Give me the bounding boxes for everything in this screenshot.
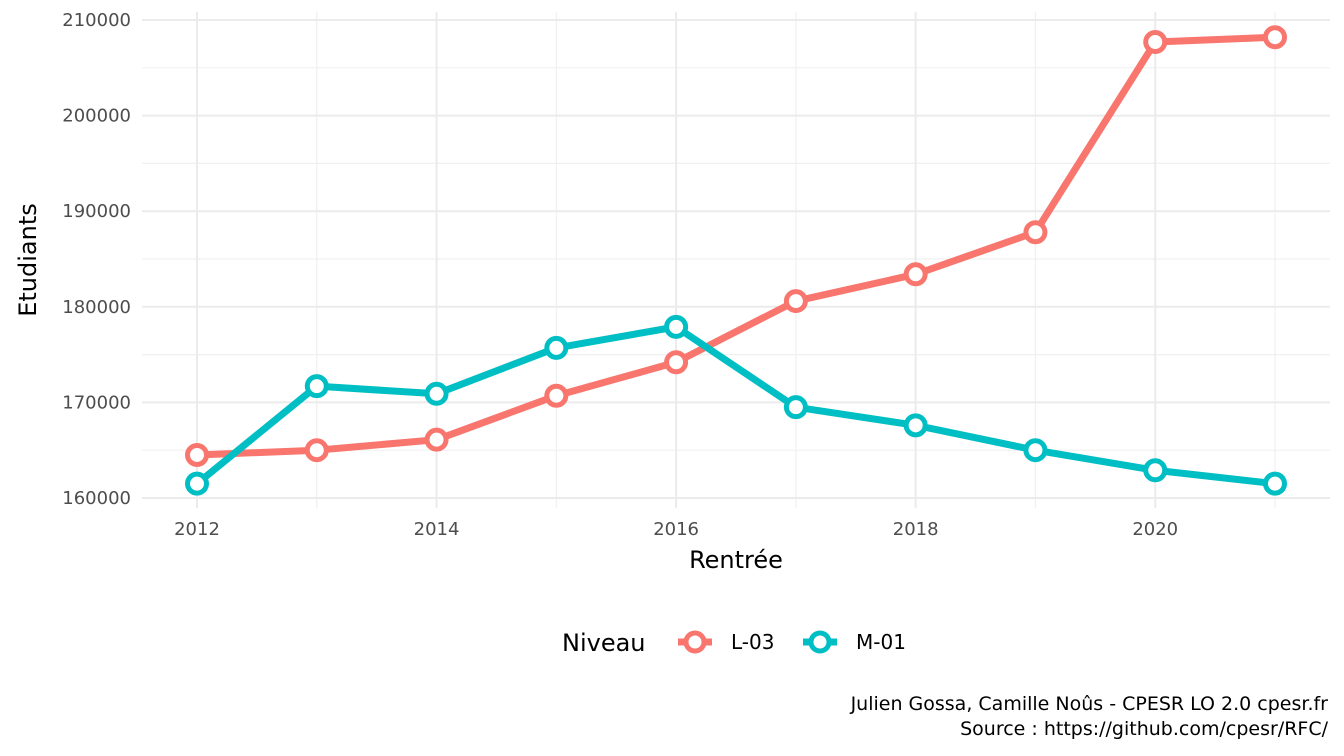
data-point-L-03-2015 [544,383,569,408]
x-tick-label: 2018 [893,519,939,540]
x-axis-tick-labels: 2012 2014 2016 2018 2020 [174,519,1178,540]
series-line-L-03 [196,33,1276,459]
data-point-M-01-2019 [1023,438,1048,463]
y-tick-label: 160000 [62,488,131,509]
y-tick-label: 180000 [62,297,131,318]
y-tick-label: 170000 [62,392,131,413]
data-point-L-03-2014 [424,427,449,452]
legend-label-L-03: L-03 [731,630,774,654]
series-L-03 [185,25,1287,467]
x-tick-label: 2020 [1132,519,1178,540]
data-point-M-01-2018 [903,413,928,438]
data-point-M-01-2014 [424,381,449,406]
data-point-L-03-2016 [664,350,689,375]
data-point-L-03-2021 [1263,25,1287,50]
data-point-M-01-2012 [185,471,209,496]
data-point-L-03-2020 [1143,29,1168,54]
data-point-L-03-2012 [185,442,209,467]
x-tick-label: 2014 [414,519,460,540]
y-axis-tick-labels: 160000 170000 180000 190000 200000 210000 [62,10,131,509]
data-point-M-01-2013 [304,374,329,399]
data-point-M-01-2016 [664,314,689,339]
major-gridlines [142,12,1330,508]
minor-gridlines [142,12,1330,508]
legend: Niveau L-03 M-01 [562,629,906,657]
y-tick-label: 190000 [62,201,131,222]
data-point-M-01-2021 [1263,471,1287,496]
x-tick-label: 2012 [174,519,220,540]
y-tick-label: 200000 [62,106,131,127]
data-point-M-01-2017 [783,395,808,420]
series-layer [185,25,1287,496]
legend-key-M-01 [803,630,837,654]
caption-credits: Julien Gossa, Camille Noûs - CPESR LO 2.… [850,693,1329,715]
legend-title: Niveau [562,629,646,657]
legend-label-M-01: M-01 [856,630,906,654]
data-point-M-01-2020 [1143,458,1168,483]
x-axis-title: Rentrée [689,546,783,574]
legend-key-L-03 [678,630,712,654]
x-tick-label: 2016 [653,519,699,540]
caption-source: Source : https://github.com/cpesr/RFC/ [960,718,1329,740]
series-line-M-01 [194,323,1276,488]
data-point-M-01-2015 [544,335,569,360]
y-tick-label: 210000 [62,10,131,31]
y-axis-title: Etudiants [14,203,42,317]
data-point-L-03-2017 [783,289,808,314]
data-point-L-03-2013 [304,438,329,463]
data-point-L-03-2018 [903,262,928,287]
series-M-01 [185,314,1287,496]
data-point-L-03-2019 [1023,220,1048,245]
